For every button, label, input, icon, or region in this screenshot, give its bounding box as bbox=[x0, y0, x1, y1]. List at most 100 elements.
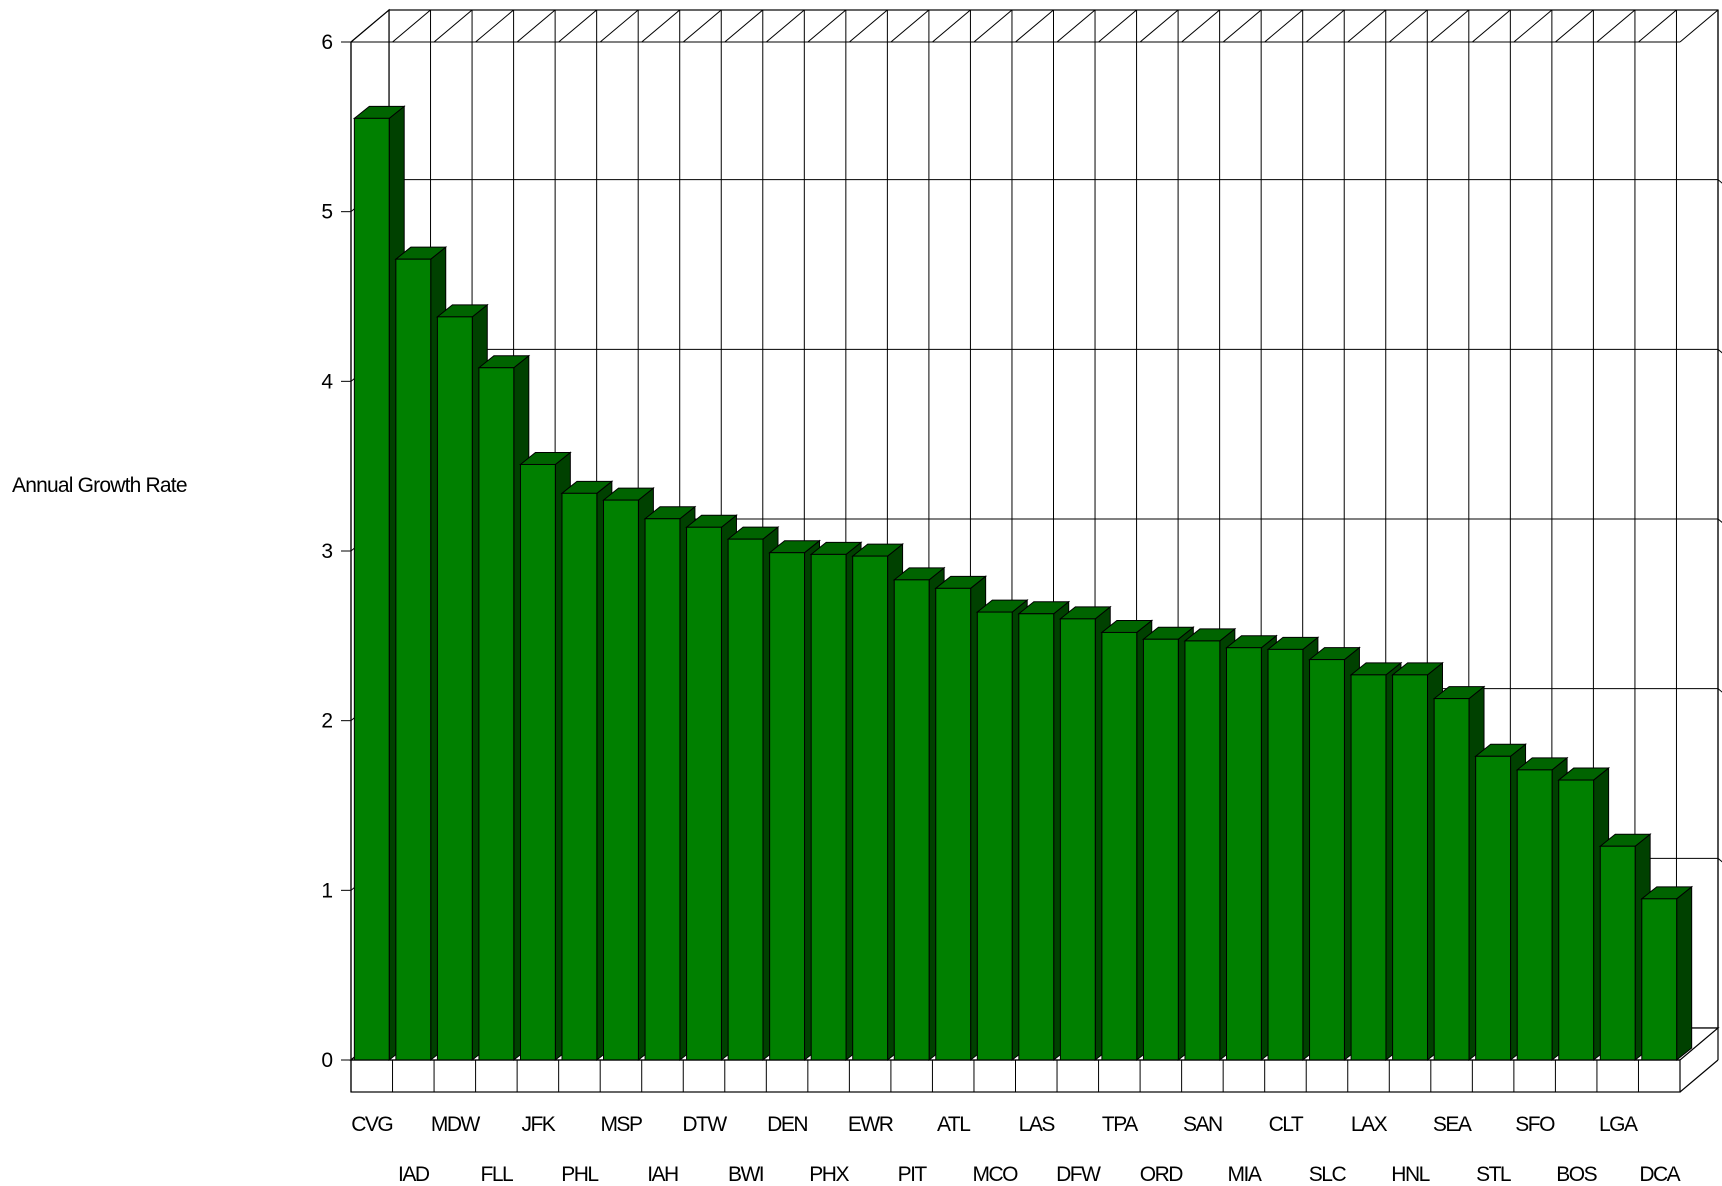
bar bbox=[686, 526, 722, 1061]
bar bbox=[1142, 638, 1179, 1061]
x-tick-label: FLL bbox=[481, 1163, 514, 1186]
bar bbox=[935, 587, 972, 1061]
grid-depth-line bbox=[1139, 9, 1179, 43]
x-tick-label: PHL bbox=[561, 1163, 598, 1186]
grid-depth-line bbox=[1181, 9, 1220, 43]
x-tick-label: ORD bbox=[1140, 1163, 1184, 1186]
grid-depth-line bbox=[1513, 9, 1553, 43]
grid-depth-line bbox=[599, 9, 639, 43]
bar bbox=[561, 492, 598, 1061]
grid-depth-line bbox=[516, 9, 556, 43]
grid-depth-line bbox=[1430, 9, 1470, 43]
bar bbox=[893, 579, 930, 1061]
x-tick-label: MSP bbox=[600, 1113, 642, 1136]
bar bbox=[1184, 640, 1221, 1061]
y-tick-label: 4 bbox=[321, 370, 333, 393]
x-tick-label: IAD bbox=[398, 1163, 430, 1186]
grid-depth-line bbox=[807, 9, 847, 43]
grid-depth-line bbox=[1388, 9, 1428, 43]
bar bbox=[1475, 755, 1512, 1061]
x-tick-label: CVG bbox=[351, 1113, 392, 1136]
x-tick-label: MCO bbox=[972, 1163, 1018, 1186]
x-tick-label: DCA bbox=[1639, 1163, 1680, 1186]
grid-depth-line bbox=[350, 9, 390, 43]
bar bbox=[1641, 898, 1678, 1061]
bar bbox=[976, 611, 1013, 1061]
grid-depth-line bbox=[392, 9, 431, 43]
grid-depth-line bbox=[1679, 9, 1719, 43]
grid-depth-line bbox=[1596, 9, 1636, 43]
bar-side bbox=[1676, 885, 1693, 1062]
bar bbox=[852, 555, 889, 1061]
grid-depth-line bbox=[1347, 9, 1387, 43]
bar bbox=[1516, 769, 1553, 1061]
x-tick-label: PIT bbox=[898, 1163, 928, 1186]
bar bbox=[1309, 659, 1345, 1061]
bar bbox=[1059, 618, 1096, 1061]
bar bbox=[727, 538, 764, 1061]
x-tick-label: SEA bbox=[1433, 1113, 1472, 1136]
x-tick-label: DFW bbox=[1056, 1163, 1101, 1186]
x-tick-label: TPA bbox=[1102, 1113, 1138, 1136]
grid-depth-line bbox=[1555, 9, 1594, 43]
x-tick-label: LGA bbox=[1599, 1113, 1638, 1136]
grid-depth-line bbox=[558, 9, 597, 43]
grid-depth-line bbox=[932, 9, 971, 43]
grid-depth-line bbox=[973, 9, 1013, 43]
x-tick-label: SAN bbox=[1183, 1113, 1222, 1136]
y-tick-label: 1 bbox=[321, 879, 333, 902]
grid-depth-line bbox=[1056, 9, 1096, 43]
bar bbox=[353, 117, 390, 1061]
bar bbox=[769, 552, 806, 1061]
grid-depth-line bbox=[849, 9, 888, 43]
grid-depth-line bbox=[433, 9, 473, 43]
grid-depth-line bbox=[682, 9, 722, 43]
x-tick-label: EWR bbox=[848, 1113, 894, 1136]
grid-depth-line bbox=[1098, 9, 1137, 43]
bar bbox=[1599, 845, 1636, 1061]
x-tick-label: LAX bbox=[1351, 1113, 1388, 1136]
grid-depth-line bbox=[1222, 9, 1262, 43]
bar bbox=[603, 499, 639, 1061]
x-tick-label: HNL bbox=[1391, 1163, 1429, 1186]
x-tick-label: MDW bbox=[431, 1113, 481, 1136]
grid-depth-line bbox=[1264, 9, 1304, 43]
grid-depth-line bbox=[1015, 9, 1054, 43]
bar bbox=[1392, 674, 1428, 1061]
bar bbox=[519, 463, 556, 1061]
x-tick-label: BWI bbox=[728, 1163, 763, 1186]
y-axis-label: Annual Growth Rate bbox=[12, 474, 188, 497]
grid-depth-line bbox=[1305, 9, 1345, 43]
y-tick-label: 6 bbox=[321, 31, 333, 54]
x-tick-label: SLC bbox=[1309, 1163, 1347, 1186]
x-tick-label: CLT bbox=[1269, 1113, 1304, 1136]
grid-depth-line bbox=[765, 9, 805, 43]
bar bbox=[644, 518, 681, 1061]
y-tick-label: 0 bbox=[321, 1049, 333, 1072]
y-tick-label: 5 bbox=[321, 201, 333, 224]
grid-depth-line bbox=[890, 9, 930, 43]
bar bbox=[810, 553, 847, 1061]
grid-depth-line bbox=[724, 9, 764, 43]
bar bbox=[1101, 631, 1138, 1061]
x-tick-label: PHX bbox=[809, 1163, 849, 1186]
bar bbox=[1433, 698, 1470, 1061]
bar bbox=[1225, 647, 1262, 1061]
x-tick-label: IAH bbox=[647, 1163, 678, 1186]
bar bbox=[478, 367, 515, 1061]
x-tick-label: STL bbox=[1476, 1163, 1511, 1186]
x-tick-label: DEN bbox=[767, 1113, 807, 1136]
x-tick-label: ATL bbox=[937, 1113, 970, 1136]
bar bbox=[1558, 779, 1595, 1061]
x-tick-label: SFO bbox=[1515, 1113, 1555, 1136]
grid-depth-line bbox=[641, 9, 681, 43]
base-depth-edge bbox=[1679, 1059, 1719, 1093]
bar bbox=[1267, 648, 1304, 1061]
grid-depth-line bbox=[475, 9, 514, 43]
x-tick-label: JFK bbox=[521, 1113, 555, 1136]
y-tick-label: 3 bbox=[321, 540, 333, 563]
x-tick-label: MIA bbox=[1228, 1163, 1262, 1186]
y-tick-label: 2 bbox=[321, 710, 333, 733]
